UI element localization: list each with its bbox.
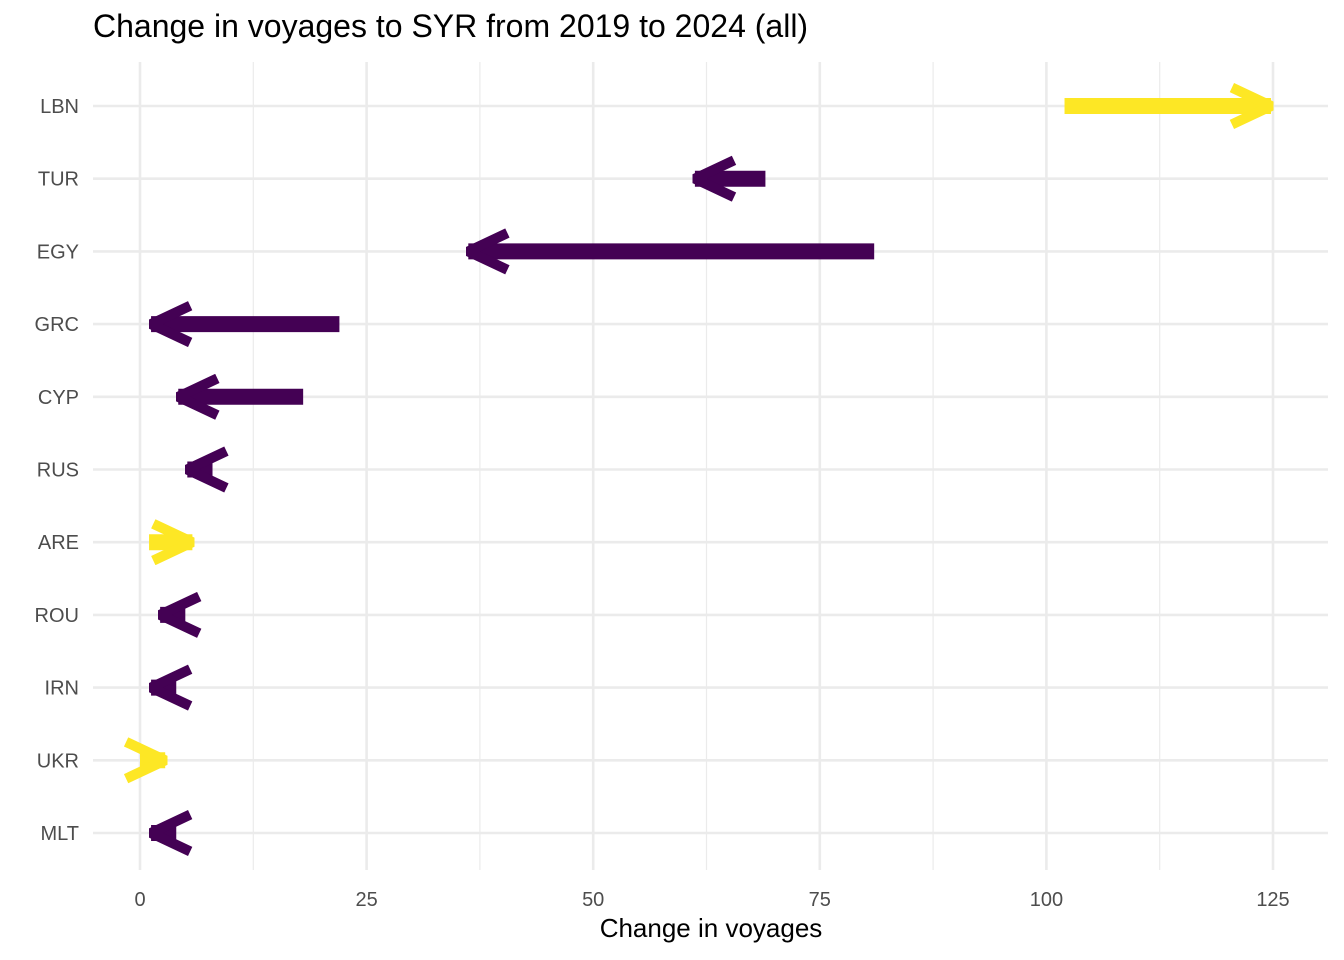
arrows [140, 106, 1271, 833]
x-tick-label: 125 [1256, 889, 1289, 911]
x-tick-label: 25 [355, 889, 377, 911]
chart-title: Change in voyages to SYR from 2019 to 20… [93, 8, 809, 44]
x-axis-title: Change in voyages [599, 913, 823, 943]
y-tick-labels: LBN TUR EGY GRC CYP RUS ARE ROU IRN UKR MLT [35, 96, 79, 845]
y-tick-label: EGY [37, 241, 79, 263]
y-tick-label: ARE [38, 532, 79, 554]
y-tick-label: MLT [40, 823, 79, 845]
y-tick-label: RUS [37, 460, 79, 482]
x-tick-label: 100 [1030, 889, 1063, 911]
y-tick-label: CYP [38, 387, 79, 409]
y-tick-label: IRN [45, 678, 79, 700]
x-tick-label: 0 [134, 889, 145, 911]
x-tick-labels: 0 25 50 75 100 125 [134, 889, 1289, 911]
y-tick-label: LBN [40, 96, 79, 118]
y-tick-label: UKR [37, 750, 79, 772]
y-tick-label: ROU [35, 605, 79, 627]
y-tick-label: GRC [35, 314, 79, 336]
x-tick-label: 75 [809, 889, 831, 911]
y-tick-label: TUR [38, 169, 79, 191]
x-tick-label: 50 [582, 889, 604, 911]
